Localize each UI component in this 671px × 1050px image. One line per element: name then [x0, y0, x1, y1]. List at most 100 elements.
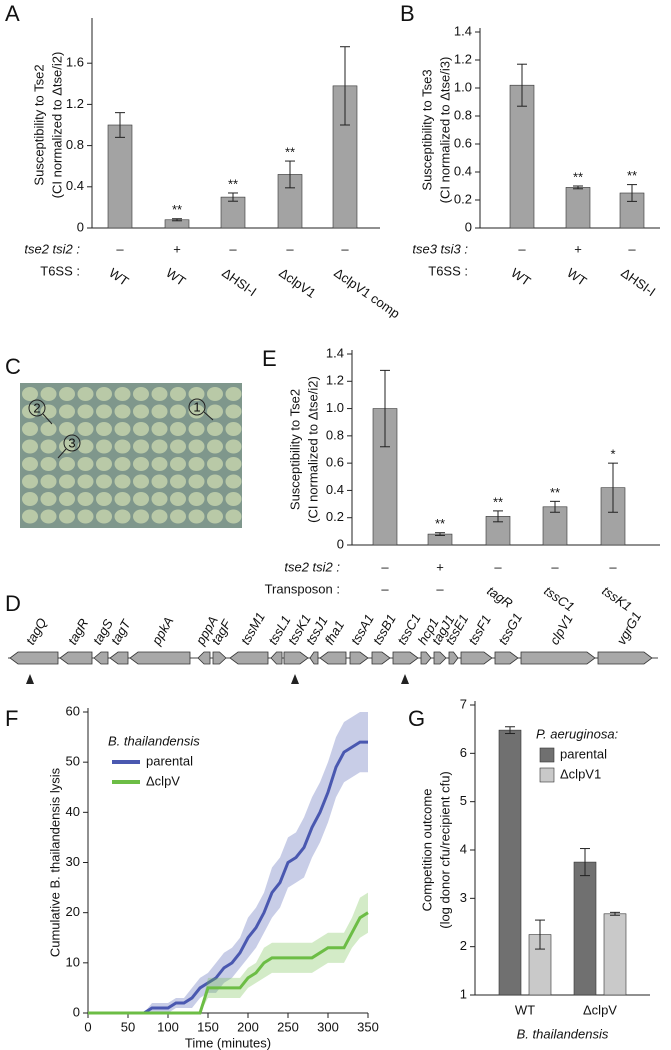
category-label: ΔHSI-I — [618, 265, 658, 299]
legend-title: B. thailandensis — [108, 733, 200, 748]
legend-swatch — [539, 767, 555, 783]
well — [170, 509, 186, 524]
row-value: – — [518, 241, 526, 256]
well — [96, 492, 112, 506]
y-axis-label: Susceptibility to Tse3 — [419, 69, 434, 190]
well — [114, 439, 131, 454]
well — [96, 387, 112, 401]
error-bar — [550, 500, 560, 513]
category-label: ΔclpV1 — [276, 265, 318, 301]
gene-arrow — [229, 651, 269, 665]
gene-label: ppkA — [148, 614, 176, 648]
gene-arrow — [212, 651, 227, 665]
well — [59, 404, 75, 419]
well — [114, 457, 131, 471]
y-axis-label: Cumulative B. thailandensis lysis — [47, 767, 62, 957]
gene-arrow — [309, 651, 319, 665]
y-tick-label: 0.2 — [454, 191, 472, 206]
panel-label: B — [400, 1, 415, 26]
bar — [542, 506, 568, 546]
confidence-band — [88, 712, 368, 1013]
well — [22, 509, 38, 524]
row-value: – — [341, 241, 349, 256]
row-value: – — [381, 559, 389, 574]
y-tick-label: 0.6 — [454, 135, 472, 150]
well — [96, 474, 112, 489]
well — [170, 474, 186, 489]
well — [133, 474, 149, 489]
x-tick-label: 300 — [317, 1019, 339, 1034]
gene-arrow — [520, 651, 596, 665]
well — [151, 387, 168, 401]
legend-title: P. aeruginosa: — [536, 726, 619, 741]
y-tick-label: 4 — [460, 841, 467, 856]
y-tick-label: 0.8 — [326, 427, 344, 442]
well — [151, 492, 168, 506]
well — [96, 422, 112, 436]
well — [133, 404, 149, 419]
error-bar — [535, 919, 545, 950]
gene-label: tssB1 — [370, 612, 399, 648]
well — [40, 492, 57, 506]
panel-label: C — [5, 354, 21, 379]
row-value: – — [381, 581, 389, 596]
well — [188, 439, 205, 454]
well — [77, 387, 94, 401]
legend-label: parental — [560, 746, 607, 761]
error-bar — [435, 532, 445, 536]
y-axis-label: (log donor cfu/recipient cfu) — [437, 771, 452, 929]
plate-photo — [20, 383, 242, 528]
legend-label: ΔclpV1 — [560, 766, 601, 781]
marker-circle — [63, 434, 81, 452]
marker: 2 — [33, 400, 40, 415]
x-axis-label: Time (minutes) — [185, 1035, 271, 1050]
y-tick-label: 10 — [66, 954, 80, 969]
well — [188, 387, 205, 401]
well — [225, 387, 242, 401]
legend-label: ΔclpV — [146, 773, 180, 788]
y-axis-label: Competition outcome — [419, 789, 434, 912]
well — [207, 387, 223, 401]
x-tick-label: 200 — [237, 1019, 259, 1034]
panel-c: C 2 1 3 — [5, 354, 242, 528]
well — [114, 474, 131, 489]
y-tick-label: 0.4 — [326, 482, 344, 497]
panel-label: E — [262, 346, 277, 371]
category-label: tssC1 — [541, 583, 577, 614]
insertion-marker — [26, 674, 34, 684]
well — [170, 387, 186, 401]
row-value: – — [551, 559, 559, 574]
y-tick-label: 0 — [465, 219, 472, 234]
gene-arrow — [448, 651, 459, 665]
line — [88, 911, 369, 1015]
well — [40, 474, 57, 489]
bar — [509, 84, 535, 229]
y-tick-label: 20 — [66, 904, 80, 919]
y-tick-label: 0.4 — [66, 178, 84, 193]
well — [77, 439, 94, 454]
well — [170, 422, 186, 436]
well — [59, 439, 75, 454]
marker: 3 — [68, 435, 75, 450]
y-axis-label: Susceptibility to Tse2 — [287, 389, 302, 510]
gene-arrow — [460, 651, 493, 665]
well — [188, 404, 205, 419]
y-tick-label: 1.2 — [66, 96, 84, 111]
error-bar — [580, 848, 590, 877]
well — [96, 404, 112, 419]
row-value: + — [436, 559, 444, 574]
panel-label: D — [5, 591, 21, 616]
well — [225, 422, 242, 436]
y-tick-label: 30 — [66, 854, 80, 869]
x-tick-label: 250 — [277, 1019, 299, 1034]
well — [114, 404, 131, 419]
error-bar — [573, 185, 583, 190]
bar — [498, 729, 522, 996]
gene-arrow — [371, 651, 391, 665]
well — [114, 509, 131, 524]
error-bar — [380, 369, 390, 448]
gene-arrow — [494, 651, 519, 665]
y-tick-label: 40 — [66, 804, 80, 819]
error-bar — [115, 112, 125, 138]
